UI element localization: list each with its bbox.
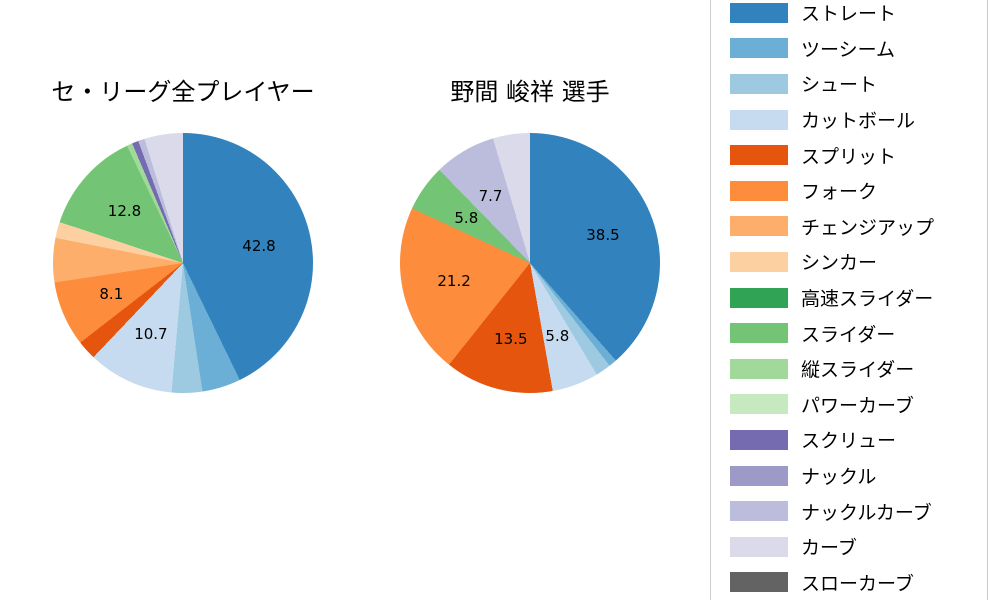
legend-color-swatch (730, 465, 788, 486)
pie-chart-player (400, 133, 660, 393)
pie-slice-label: 38.5 (586, 226, 620, 245)
legend-item: ナックルカーブ (730, 493, 987, 529)
legend-item-label: スクリュー (801, 430, 897, 453)
legend-color-swatch (730, 216, 788, 237)
legend-color-swatch (730, 572, 788, 593)
legend-color-swatch (730, 180, 788, 201)
legend-item: ツーシーム (730, 31, 987, 67)
legend-item-label: シュート (801, 74, 878, 97)
legend-item: フォーク (730, 173, 987, 209)
pitch-type-legend: ストレートツーシームシュートカットボール スプリットフォークチェンジアップ シンカー… (710, 0, 988, 600)
legend-item: スクリュー (730, 422, 987, 458)
legend-color-swatch (730, 2, 788, 23)
legend-item-label: ストレート (801, 3, 897, 26)
legend-item: シュート (730, 66, 987, 102)
legend-item: ナックル (730, 458, 987, 494)
pie-slice-label: 7.7 (478, 186, 503, 205)
legend-item: パワーカーブ (730, 387, 987, 423)
legend-color-swatch (730, 358, 788, 379)
legend-item-label: スライダー (801, 323, 896, 346)
legend-item: スライダー (730, 315, 987, 351)
legend-color-swatch (730, 109, 788, 130)
legend-item-label: ナックル (801, 466, 877, 489)
legend-item-label: パワーカーブ (801, 394, 914, 417)
pie-slice-label: 21.2 (437, 271, 471, 290)
pie-slice-label: 12.8 (107, 202, 142, 221)
legend-item-label: ツーシーム (801, 38, 896, 61)
legend-item: 高速スライダー (730, 280, 987, 316)
legend-color-swatch (730, 429, 788, 450)
legend-color-swatch (730, 251, 788, 272)
legend-item-label: フォーク (801, 181, 878, 204)
legend-item-label: シンカー (801, 252, 878, 275)
pie-slice-label: 5.8 (454, 208, 479, 227)
legend-item: 縦スライダー (730, 351, 987, 387)
pie-slice-label: 10.7 (134, 325, 168, 344)
pie-slice-label: 42.8 (242, 236, 276, 255)
legend-color-swatch (730, 394, 788, 415)
legend-item: スローカーブ (730, 565, 987, 600)
legend-color-swatch (730, 323, 788, 344)
legend-item-label: 縦スライダー (801, 359, 915, 382)
legend-item: シンカー (730, 244, 987, 280)
legend-item-label: カーブ (801, 537, 857, 560)
pie-chart-league (53, 133, 313, 393)
legend-item-label: カットボール (801, 110, 916, 133)
legend-item-label: スプリット (801, 145, 897, 168)
legend-color-swatch (730, 73, 788, 94)
pie-slice-label: 8.1 (99, 284, 124, 303)
legend-color-swatch (730, 536, 788, 557)
legend-color-swatch (730, 38, 788, 59)
pie-slice-label: 13.5 (494, 329, 528, 348)
legend-color-swatch (730, 145, 788, 166)
pie-slice-label: 5.8 (545, 327, 570, 346)
legend-item: スプリット (730, 137, 987, 173)
legend-item-label: 高速スライダー (801, 288, 934, 311)
legend-item: カーブ (730, 529, 987, 565)
legend-item: ストレート (730, 0, 987, 31)
legend-item: チェンジアップ (730, 209, 987, 245)
legend-color-swatch (730, 287, 788, 308)
legend-item-label: チェンジアップ (801, 216, 935, 239)
pie-title-player: 野間 峻祥 選手 (450, 78, 610, 106)
legend-item-label: ナックルカーブ (801, 501, 932, 524)
legend-item: カットボール (730, 102, 987, 138)
legend-color-swatch (730, 501, 788, 522)
legend-item-label: スローカーブ (801, 572, 914, 595)
pie-title-league: セ・リーグ全プレイヤー (51, 78, 315, 106)
